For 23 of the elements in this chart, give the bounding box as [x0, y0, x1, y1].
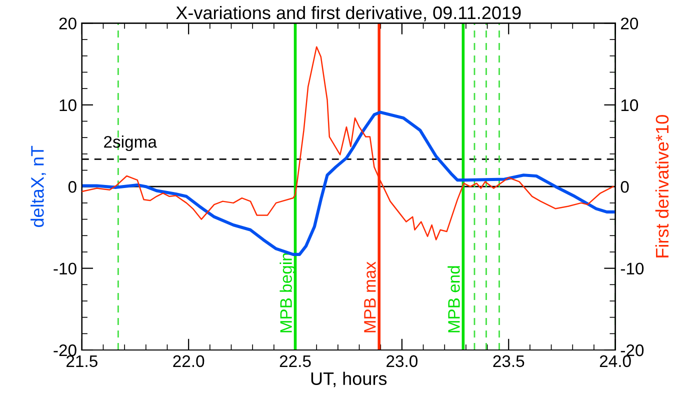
x-tick-label: 23.0 — [386, 355, 418, 368]
ref-line-label: MPB end — [448, 266, 460, 332]
y-axis-title: deltaX, nT — [30, 146, 46, 227]
y2-axis-title: First derivative*10 — [655, 115, 669, 258]
y-tick-label: 0 — [68, 181, 76, 193]
y-tick-label: -20 — [54, 344, 76, 356]
y2-tick-label: -10 — [620, 262, 644, 275]
y2-tick-label: -20 — [620, 344, 644, 356]
y2-tick-label: 0 — [620, 181, 629, 193]
chart-title: X-variations and first derivative, 09.11.2019 — [176, 6, 521, 22]
ref-line-label: MPB max — [364, 262, 376, 332]
x-tick-label: 22.0 — [173, 355, 204, 368]
y2-tick-label: 20 — [621, 18, 638, 30]
y-tick-label: 10 — [60, 99, 76, 112]
y-tick-label: -10 — [54, 262, 76, 275]
x-axis-title: UT, hours — [311, 372, 387, 388]
ref-line-label: 2sigma — [104, 136, 157, 152]
y2-tick-label: 10 — [621, 99, 638, 112]
x-tick-label: 24.0 — [600, 355, 631, 368]
x-tick-label: 21.5 — [66, 355, 98, 368]
y-tick-label: 20 — [59, 18, 76, 30]
x-tick-label: 23.5 — [493, 355, 524, 368]
x-tick-label: 22.5 — [280, 355, 311, 368]
